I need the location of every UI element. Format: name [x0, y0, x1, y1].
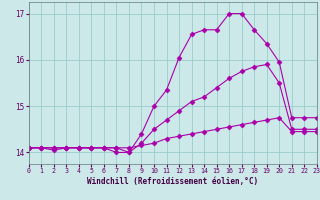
- X-axis label: Windchill (Refroidissement éolien,°C): Windchill (Refroidissement éolien,°C): [87, 177, 258, 186]
